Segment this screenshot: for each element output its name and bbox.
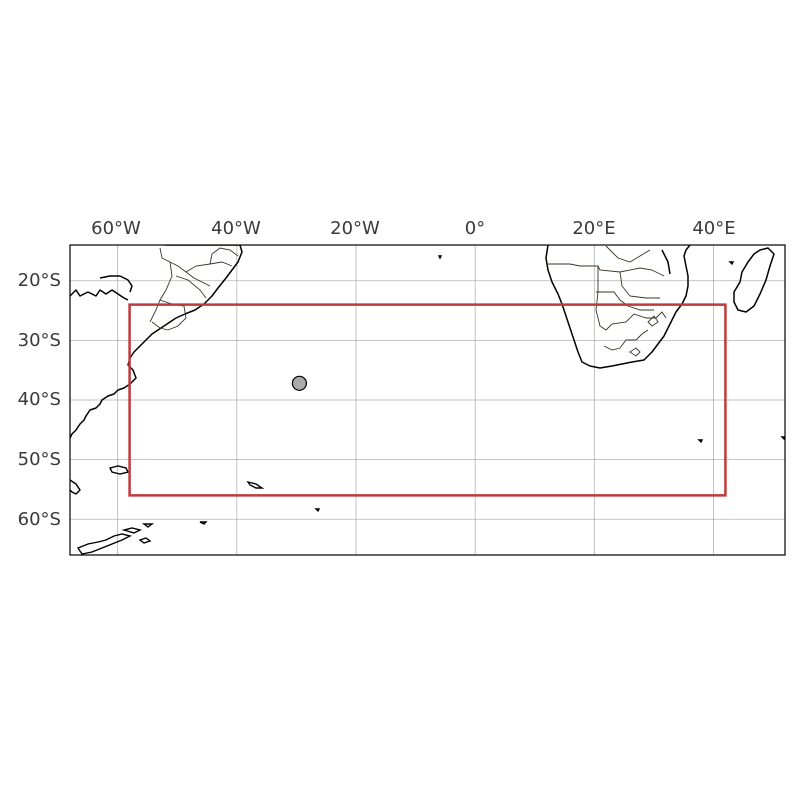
madagascar-coastline <box>733 247 775 313</box>
lat-tick-labels: 20°S 30°S 40°S 50°S 60°S <box>18 270 61 530</box>
south-america-north-coast <box>99 275 133 293</box>
region-box <box>128 303 727 497</box>
antarctic-peninsula-islands <box>121 523 155 544</box>
lake-malawi-coast <box>661 249 671 275</box>
lon-tick-label-20e: 20°E <box>572 218 615 239</box>
comoros-islands <box>728 261 735 266</box>
gridlines <box>70 245 785 555</box>
south-america-west-coast <box>70 289 129 301</box>
patagonia-coast <box>70 479 81 495</box>
map-area <box>70 245 785 555</box>
lon-tick-label-0: 0° <box>465 218 485 239</box>
lon-tick-label-40w: 40°W <box>211 218 261 239</box>
bouvet-island <box>314 508 321 513</box>
lat-tick-label-50s: 50°S <box>18 449 61 470</box>
south-america-borders <box>149 247 239 331</box>
map-frame <box>69 244 786 556</box>
falkland-islands <box>108 465 130 475</box>
africa-borders <box>548 245 667 357</box>
lon-tick-labels: 60°W 40°W 20°W 0° 20°E 40°E <box>91 218 735 239</box>
saint-helena-island <box>437 255 443 260</box>
lon-tick-label-20w: 20°W <box>330 218 380 239</box>
south-georgia <box>246 480 265 489</box>
lat-tick-label-40s: 40°S <box>18 389 61 410</box>
shag-rocks <box>199 521 208 525</box>
south-america-coastline <box>70 245 243 439</box>
lon-tick-label-60w: 60°W <box>91 218 141 239</box>
prince-edward-islands <box>697 439 704 444</box>
lat-tick-label-60s: 60°S <box>18 509 61 530</box>
site-marker <box>291 375 307 391</box>
lat-tick-label-20s: 20°S <box>18 270 61 291</box>
tierra-del-fuego <box>76 533 133 555</box>
lon-tick-label-40e: 40°E <box>692 218 735 239</box>
lat-tick-label-30s: 30°S <box>18 330 61 351</box>
